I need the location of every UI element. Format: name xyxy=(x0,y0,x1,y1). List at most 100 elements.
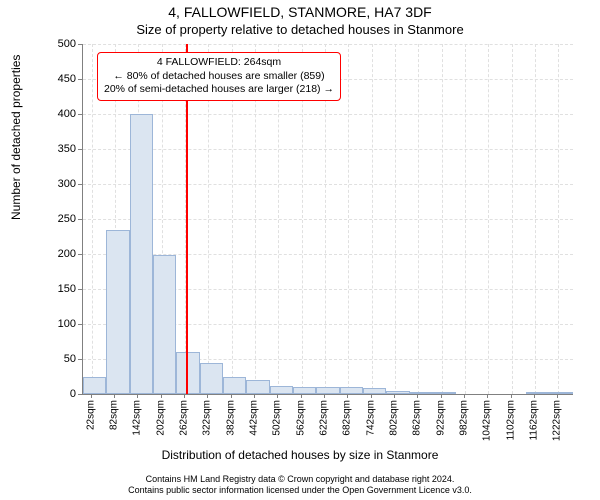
footer-line2: Contains public sector information licen… xyxy=(0,485,600,496)
gridline-v xyxy=(512,44,513,394)
chart-root: 4, FALLOWFIELD, STANMORE, HA7 3DF Size o… xyxy=(0,0,600,500)
footer-line1: Contains HM Land Registry data © Crown c… xyxy=(0,474,600,485)
gridline-h xyxy=(83,114,573,115)
xtick-mark xyxy=(464,394,465,398)
ytick-mark xyxy=(78,44,82,45)
ytick-mark xyxy=(78,254,82,255)
histogram-bar xyxy=(433,392,456,394)
xtick-label: 202sqm xyxy=(155,400,166,436)
gridline-v xyxy=(465,44,466,394)
ytick-label: 500 xyxy=(36,38,76,50)
ytick-mark xyxy=(78,79,82,80)
xtick-label: 682sqm xyxy=(342,400,353,436)
histogram-bar xyxy=(176,352,199,394)
histogram-bar xyxy=(293,387,316,394)
gridline-h xyxy=(83,219,573,220)
xtick-label: 442sqm xyxy=(248,400,259,436)
xtick-mark xyxy=(184,394,185,398)
histogram-bar xyxy=(246,380,269,394)
xtick-mark xyxy=(301,394,302,398)
histogram-bar xyxy=(130,114,153,394)
histogram-bar xyxy=(153,255,176,394)
xtick-label: 802sqm xyxy=(388,400,399,436)
histogram-bar xyxy=(270,386,293,394)
gridline-v xyxy=(372,44,373,394)
ytick-mark xyxy=(78,114,82,115)
xtick-mark xyxy=(207,394,208,398)
ytick-mark xyxy=(78,149,82,150)
ytick-label: 250 xyxy=(36,213,76,225)
gridline-v xyxy=(395,44,396,394)
histogram-bar xyxy=(550,392,573,394)
annotation-box: 4 FALLOWFIELD: 264sqm ← 80% of detached … xyxy=(97,52,341,101)
xtick-label: 922sqm xyxy=(435,400,446,436)
xtick-mark xyxy=(277,394,278,398)
xtick-label: 22sqm xyxy=(85,400,96,430)
gridline-v xyxy=(488,44,489,394)
xtick-mark xyxy=(371,394,372,398)
xtick-mark xyxy=(394,394,395,398)
histogram-bar xyxy=(83,377,106,395)
ytick-label: 350 xyxy=(36,143,76,155)
ytick-mark xyxy=(78,394,82,395)
gridline-v xyxy=(442,44,443,394)
xtick-mark xyxy=(557,394,558,398)
xtick-mark xyxy=(231,394,232,398)
chart-title-line2: Size of property relative to detached ho… xyxy=(0,22,600,37)
y-axis-label: Number of detached properties xyxy=(9,55,23,220)
ytick-label: 150 xyxy=(36,283,76,295)
xtick-label: 82sqm xyxy=(108,400,119,430)
histogram-bar xyxy=(410,392,433,394)
xtick-mark xyxy=(441,394,442,398)
xtick-label: 382sqm xyxy=(225,400,236,436)
xtick-label: 322sqm xyxy=(202,400,213,436)
gridline-v xyxy=(418,44,419,394)
gridline-v xyxy=(535,44,536,394)
ytick-label: 400 xyxy=(36,108,76,120)
xtick-label: 562sqm xyxy=(295,400,306,436)
gridline-h xyxy=(83,44,573,45)
annotation-line2: ← 80% of detached houses are smaller (85… xyxy=(104,70,334,84)
histogram-bar xyxy=(200,363,223,395)
ytick-label: 450 xyxy=(36,73,76,85)
annotation-line3: 20% of semi-detached houses are larger (… xyxy=(104,83,334,97)
histogram-bar xyxy=(340,387,363,394)
xtick-mark xyxy=(417,394,418,398)
chart-title-line1: 4, FALLOWFIELD, STANMORE, HA7 3DF xyxy=(0,4,600,20)
ytick-label: 100 xyxy=(36,318,76,330)
ytick-mark xyxy=(78,184,82,185)
xtick-mark xyxy=(511,394,512,398)
xtick-label: 1102sqm xyxy=(505,400,516,440)
histogram-bar xyxy=(223,377,246,394)
histogram-bar xyxy=(386,391,409,395)
histogram-bar xyxy=(316,387,339,394)
xtick-mark xyxy=(91,394,92,398)
ytick-label: 0 xyxy=(36,388,76,400)
xtick-mark xyxy=(324,394,325,398)
xtick-label: 262sqm xyxy=(178,400,189,436)
ytick-mark xyxy=(78,289,82,290)
gridline-v xyxy=(348,44,349,394)
xtick-label: 142sqm xyxy=(132,400,143,436)
xtick-label: 622sqm xyxy=(318,400,329,436)
xtick-mark xyxy=(114,394,115,398)
xtick-label: 1222sqm xyxy=(552,400,563,441)
x-axis-label: Distribution of detached houses by size … xyxy=(0,448,600,462)
xtick-label: 982sqm xyxy=(458,400,469,436)
gridline-v xyxy=(558,44,559,394)
xtick-mark xyxy=(534,394,535,398)
histogram-bar xyxy=(363,388,386,394)
ytick-mark xyxy=(78,359,82,360)
ytick-label: 50 xyxy=(36,353,76,365)
xtick-label: 502sqm xyxy=(272,400,283,436)
xtick-label: 1162sqm xyxy=(528,400,539,440)
gridline-h xyxy=(83,184,573,185)
ytick-label: 300 xyxy=(36,178,76,190)
gridline-v xyxy=(92,44,93,394)
xtick-mark xyxy=(161,394,162,398)
xtick-mark xyxy=(254,394,255,398)
gridline-h xyxy=(83,149,573,150)
ytick-label: 200 xyxy=(36,248,76,260)
xtick-mark xyxy=(487,394,488,398)
ytick-mark xyxy=(78,324,82,325)
